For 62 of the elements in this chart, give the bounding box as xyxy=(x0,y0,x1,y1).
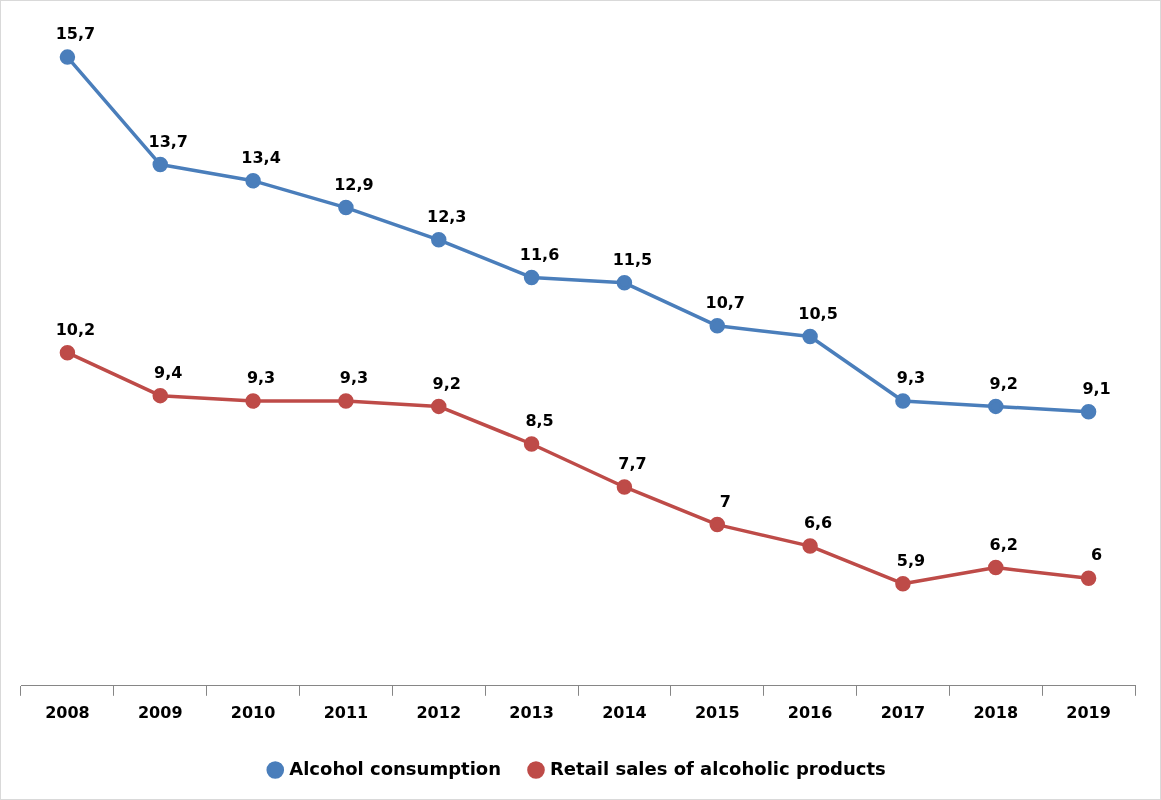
point xyxy=(802,328,818,345)
data-label: 15,7 xyxy=(55,24,96,44)
x-tick-label: 2016 xyxy=(787,702,833,722)
x-tick-label: 2009 xyxy=(137,702,183,722)
point xyxy=(338,199,354,216)
point xyxy=(895,575,911,592)
point xyxy=(431,232,447,248)
point xyxy=(709,516,725,533)
x-tick-label: 2018 xyxy=(973,702,1019,722)
x-tick-label: 2019 xyxy=(1066,702,1111,722)
point xyxy=(616,479,633,495)
data-label: 6,6 xyxy=(803,513,833,533)
point xyxy=(152,156,168,173)
x-tick-label: 2013 xyxy=(509,702,554,722)
point xyxy=(709,318,725,334)
point xyxy=(152,387,168,404)
point xyxy=(988,398,1004,415)
data-label: 10,5 xyxy=(798,303,838,323)
point xyxy=(895,393,911,409)
data-label: 9,4 xyxy=(154,362,183,382)
point xyxy=(59,49,76,65)
point xyxy=(245,393,261,409)
point xyxy=(1080,570,1097,587)
point xyxy=(802,538,818,554)
data-label: 7 xyxy=(719,491,731,511)
legend-label: Alcohol consumption xyxy=(289,757,501,779)
data-label: 9,3 xyxy=(896,368,926,388)
point xyxy=(59,344,76,361)
data-label: 9,3 xyxy=(246,368,276,388)
x-tick-label: 2010 xyxy=(230,702,276,722)
legend-label: Retail sales of alcoholic products xyxy=(550,757,886,779)
x-tick-label: 2014 xyxy=(602,702,647,722)
data-label: 6,2 xyxy=(989,534,1018,554)
data-label: 10,2 xyxy=(55,319,96,339)
data-label: 9,2 xyxy=(432,373,461,393)
point xyxy=(1080,404,1097,420)
point xyxy=(988,559,1004,576)
data-label: 12,3 xyxy=(427,206,467,226)
data-label: 9,3 xyxy=(339,368,369,388)
data-label: 11,6 xyxy=(519,244,560,264)
point xyxy=(616,275,633,291)
data-label: 5,9 xyxy=(896,550,926,570)
data-label: 9,1 xyxy=(1082,378,1111,398)
point xyxy=(338,393,354,409)
x-tick-label: 2008 xyxy=(45,702,90,722)
data-label: 9,2 xyxy=(989,373,1018,393)
point xyxy=(245,172,261,189)
x-tick-label: 2017 xyxy=(880,702,926,722)
data-label: 11,5 xyxy=(612,249,653,269)
x-tick-label: 2012 xyxy=(416,702,462,722)
data-label: 12,9 xyxy=(334,174,374,194)
data-label: 6 xyxy=(1091,545,1103,565)
point xyxy=(523,436,540,452)
data-label: 13,4 xyxy=(241,147,281,167)
x-tick-label: 2011 xyxy=(323,702,369,722)
x-tick-label: 2015 xyxy=(694,702,740,722)
data-label: 13,7 xyxy=(148,131,188,151)
point xyxy=(431,398,447,415)
point xyxy=(523,269,540,286)
data-label: 8,5 xyxy=(525,411,554,431)
data-label: 10,7 xyxy=(705,292,745,312)
data-label: 7,7 xyxy=(618,454,647,474)
